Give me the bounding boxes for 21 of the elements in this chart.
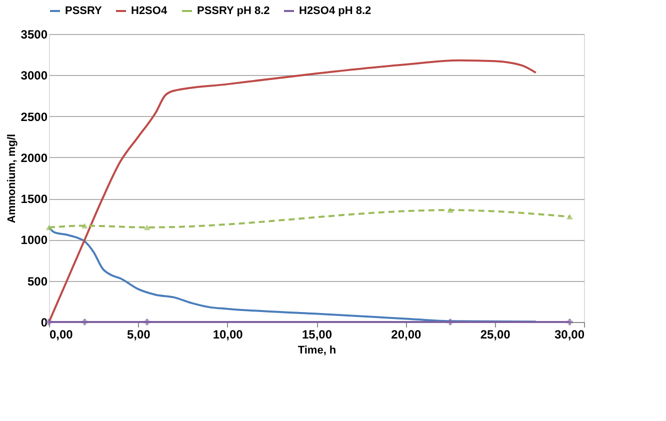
y-tick-label: 500 (27, 274, 48, 288)
y-tick-label: 2500 (20, 110, 48, 124)
x-tick-label: 20,00 (391, 328, 422, 342)
y-tick-label: 1000 (20, 233, 48, 248)
y-tick-label: 3000 (20, 68, 48, 83)
legend-label: H2SO4 pH 8.2 (299, 5, 372, 17)
y-tick-label: 1500 (20, 192, 48, 206)
legend-label: PSSRY (65, 5, 103, 17)
y-tick-label: 0 (40, 316, 48, 330)
y-tick-label: 3500 (20, 28, 48, 42)
x-tick-label: 30,00 (554, 328, 585, 342)
legend-label: PSSRY pH 8.2 (197, 5, 270, 17)
x-tick-label: 10,00 (212, 328, 244, 342)
y-axis-title: Ammonium, mg/l (6, 134, 18, 224)
x-tick-label: 25,00 (480, 328, 511, 342)
x-tick-label: 0,00 (50, 328, 74, 342)
x-tick-label: 15,00 (302, 328, 332, 342)
y-tick-label: 2000 (20, 150, 48, 165)
legend-label: H2SO4 (131, 5, 168, 17)
x-tick-label: 5,00 (126, 328, 151, 342)
x-axis-title: Time, h (298, 344, 336, 356)
